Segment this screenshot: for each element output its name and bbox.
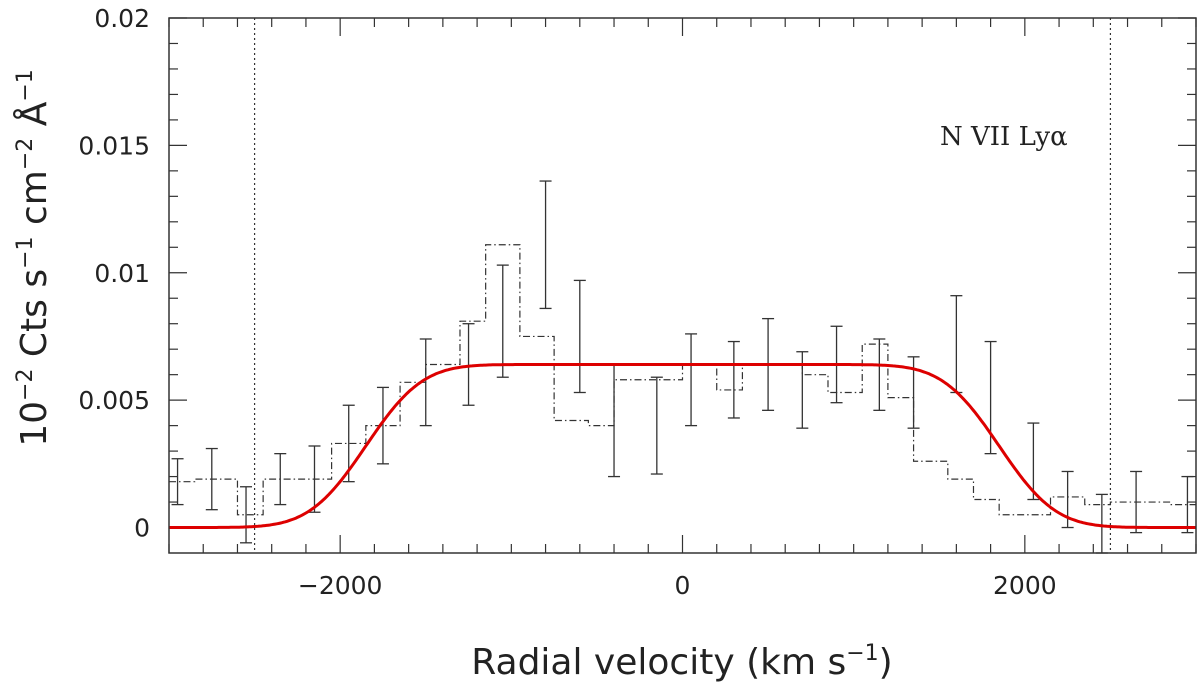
error-bar xyxy=(539,180,552,310)
error-bar xyxy=(308,445,321,513)
data-histogram xyxy=(169,244,1196,516)
fit-curve xyxy=(169,363,1196,529)
line-annotation: N VII Lyα xyxy=(940,122,1068,152)
error-bar xyxy=(1095,493,1108,554)
x-axis-title: Radial velocity (km s−1) xyxy=(471,641,892,683)
error-bar xyxy=(1027,422,1040,501)
error-bar xyxy=(650,376,663,475)
y-tick-label: 0.02 xyxy=(94,4,150,33)
tick-labels: −2000 0 2000 0 0.005 0.01 0.015 0.02 xyxy=(78,4,1056,600)
error-bar xyxy=(462,323,475,406)
data-step-line xyxy=(169,244,1196,516)
error-bar xyxy=(376,386,389,465)
error-bar xyxy=(727,340,740,419)
error-bar xyxy=(608,363,621,478)
y-tick-label: 0.015 xyxy=(78,131,150,160)
y-tick-label: 0.005 xyxy=(78,386,150,415)
error-bar xyxy=(171,458,184,506)
tick-marks xyxy=(168,17,1197,553)
y-axis-title: 10−2 Cts s−1 cm−2 Å−1 xyxy=(12,69,55,447)
x-tick-label: 0 xyxy=(675,571,691,600)
error-bar xyxy=(496,264,509,378)
x-tick-label: 2000 xyxy=(993,571,1057,600)
y-tick-label: 0 xyxy=(134,514,150,543)
model-fit xyxy=(169,363,1196,529)
error-bar xyxy=(274,452,287,506)
error-bar xyxy=(685,333,698,427)
error-bar xyxy=(873,338,886,411)
error-bar xyxy=(984,340,997,455)
error-bar xyxy=(205,447,218,511)
error-bar xyxy=(950,295,963,394)
error-bar xyxy=(1130,470,1143,534)
plot-frame xyxy=(168,17,1197,554)
error-bar xyxy=(573,279,586,394)
velocity-limit-lines xyxy=(253,18,1112,553)
x-tick-label: −2000 xyxy=(298,571,383,600)
error-bar xyxy=(240,486,253,544)
error-bar xyxy=(419,338,432,427)
error-bar xyxy=(1181,475,1194,534)
y-tick-label: 0.01 xyxy=(94,259,150,288)
